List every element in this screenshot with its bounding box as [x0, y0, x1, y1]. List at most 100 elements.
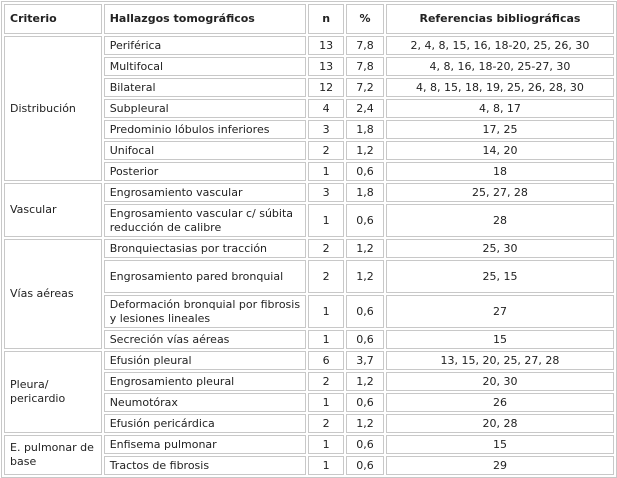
hallazgo-cell: Engrosamiento vascular — [103, 183, 307, 202]
pct-cell: 3,7 — [346, 351, 384, 370]
pct-cell: 0,6 — [346, 393, 384, 412]
table-row: Subpleural 4 2,4 4, 8, 17 — [4, 99, 614, 118]
pct-cell: 1,2 — [346, 260, 384, 293]
table-row: Multifocal 13 7,8 4, 8, 16, 18-20, 25-27, 3… — [4, 57, 614, 76]
table-row: Posterior 1 0,6 18 — [4, 162, 614, 181]
refs-cell: 17, 25 — [385, 120, 614, 139]
hallazgo-cell: Neumotórax — [103, 393, 307, 412]
hallazgo-cell: Predominio lóbulos inferiores — [103, 120, 307, 139]
pct-cell: 7,8 — [346, 57, 384, 76]
hallazgo-cell: Engrosamiento pleural — [103, 372, 307, 391]
pct-cell: 1,2 — [346, 239, 384, 258]
refs-cell: 28 — [385, 204, 614, 237]
refs-cell: 4, 8, 16, 18-20, 25-27, 30 — [385, 57, 614, 76]
hallazgo-cell: Efusión pericárdica — [103, 414, 307, 433]
n-cell: 2 — [308, 239, 345, 258]
n-cell: 12 — [308, 78, 345, 97]
header-refs: Referencias bibliográficas — [385, 4, 614, 34]
n-cell: 3 — [308, 183, 345, 202]
header-criterio: Criterio — [4, 4, 102, 34]
header-pct: % — [346, 4, 384, 34]
table-row: Distribución Periférica 13 7,8 2, 4, 8, 15, … — [4, 36, 614, 181]
table-row: Pleura/ pericardio Efusión pleural 6 3,7 13,… — [4, 351, 614, 433]
n-cell: 13 — [308, 57, 345, 76]
hallazgo-cell: Engrosamiento vascular c/ súbita reducci… — [103, 204, 307, 237]
n-cell: 1 — [308, 393, 345, 412]
pct-cell: 0,6 — [346, 456, 384, 475]
hallazgo-cell: Tractos de fibrosis — [103, 456, 307, 475]
hallazgo-cell: Unifocal — [103, 141, 307, 160]
n-cell: 13 — [308, 36, 345, 55]
n-cell: 3 — [308, 120, 345, 139]
refs-cell: 25, 15 — [385, 260, 614, 293]
refs-cell: 25, 27, 28 — [385, 183, 614, 202]
refs-cell: 15 — [385, 330, 614, 349]
refs-cell: 14, 20 — [385, 141, 614, 160]
hallazgo-cell: Bilateral — [103, 78, 307, 97]
criterio-cell: Pleura/ pericardio — [4, 351, 102, 433]
pct-cell: 1,8 — [346, 183, 384, 202]
table-row: E. pulmonar de base Enfisema pulmonar 1 0,6… — [4, 435, 614, 475]
n-cell: 4 — [308, 99, 345, 118]
hallazgo-cell: Secreción vías aéreas — [103, 330, 307, 349]
refs-cell: 20, 28 — [385, 414, 614, 433]
n-cell: 1 — [308, 456, 345, 475]
pct-cell: 1,2 — [346, 372, 384, 391]
hallazgo-cell: Multifocal — [103, 57, 307, 76]
refs-cell: 29 — [385, 456, 614, 475]
pct-cell: 0,6 — [346, 295, 384, 328]
n-cell: 1 — [308, 204, 345, 237]
hallazgo-cell: Efusión pleural — [103, 351, 307, 370]
n-cell: 2 — [308, 260, 345, 293]
pct-cell: 0,6 — [346, 435, 384, 454]
refs-cell: 25, 30 — [385, 239, 614, 258]
refs-cell: 18 — [385, 162, 614, 181]
header-row: Criterio Hallazgos tomográficos n % Refe… — [4, 4, 614, 34]
pct-cell: 1,2 — [346, 141, 384, 160]
table-row: Bilateral 12 7,2 4, 8, 15, 18, 19, 25, 26, … — [4, 78, 614, 97]
refs-cell: 15 — [385, 435, 614, 454]
pct-cell: 7,8 — [346, 36, 384, 55]
n-cell: 6 — [308, 351, 345, 370]
table-row: Engrosamiento pleural 2 1,2 20, 30 — [4, 372, 614, 391]
pct-cell: 0,6 — [346, 162, 384, 181]
criterio-cell: Vías aéreas — [4, 239, 102, 349]
n-cell: 1 — [308, 435, 345, 454]
header-n: n — [308, 4, 345, 34]
table-row: Vías aéreas Bronquiectasias por tracción 2… — [4, 239, 614, 349]
header-hallazgos: Hallazgos tomográficos — [103, 4, 307, 34]
hallazgo-cell: Posterior — [103, 162, 307, 181]
pct-cell: 0,6 — [346, 330, 384, 349]
n-cell: 2 — [308, 372, 345, 391]
table-row: Unifocal 2 1,2 14, 20 — [4, 141, 614, 160]
hallazgo-cell: Enfisema pulmonar — [103, 435, 307, 454]
pct-cell: 1,2 — [346, 414, 384, 433]
table-row: Engrosamiento pared bronquial 2 1,2 25, 15 — [4, 260, 614, 293]
pct-cell: 2,4 — [346, 99, 384, 118]
n-cell: 1 — [308, 330, 345, 349]
table-row: Engrosamiento vascular c/ súbita reducci… — [4, 204, 614, 237]
n-cell: 2 — [308, 141, 345, 160]
table-row: Neumotórax 1 0,6 26 — [4, 393, 614, 412]
n-cell: 2 — [308, 414, 345, 433]
hallazgo-cell: Periférica — [103, 36, 307, 55]
hallazgo-cell: Bronquiectasias por tracción — [103, 239, 307, 258]
refs-cell: 26 — [385, 393, 614, 412]
pct-cell: 1,8 — [346, 120, 384, 139]
table-row: Predominio lóbulos inferiores 3 1,8 17, 25 — [4, 120, 614, 139]
criterio-cell: Vascular — [4, 183, 102, 237]
refs-cell: 2, 4, 8, 15, 16, 18-20, 25, 26, 30 — [385, 36, 614, 55]
hallazgo-cell: Subpleural — [103, 99, 307, 118]
hallazgo-cell: Deformación bronquial por fibrosis y les… — [103, 295, 307, 328]
pct-cell: 0,6 — [346, 204, 384, 237]
table-row: Secreción vías aéreas 1 0,6 15 — [4, 330, 614, 349]
table-row: Efusión pericárdica 2 1,2 20, 28 — [4, 414, 614, 433]
refs-cell: 13, 15, 20, 25, 27, 28 — [385, 351, 614, 370]
refs-cell: 4, 8, 15, 18, 19, 25, 26, 28, 30 — [385, 78, 614, 97]
criterio-cell: Distribución — [4, 36, 102, 181]
table-row: Deformación bronquial por fibrosis y les… — [4, 295, 614, 328]
pct-cell: 7,2 — [346, 78, 384, 97]
hallazgo-cell: Engrosamiento pared bronquial — [103, 260, 307, 293]
refs-cell: 4, 8, 17 — [385, 99, 614, 118]
